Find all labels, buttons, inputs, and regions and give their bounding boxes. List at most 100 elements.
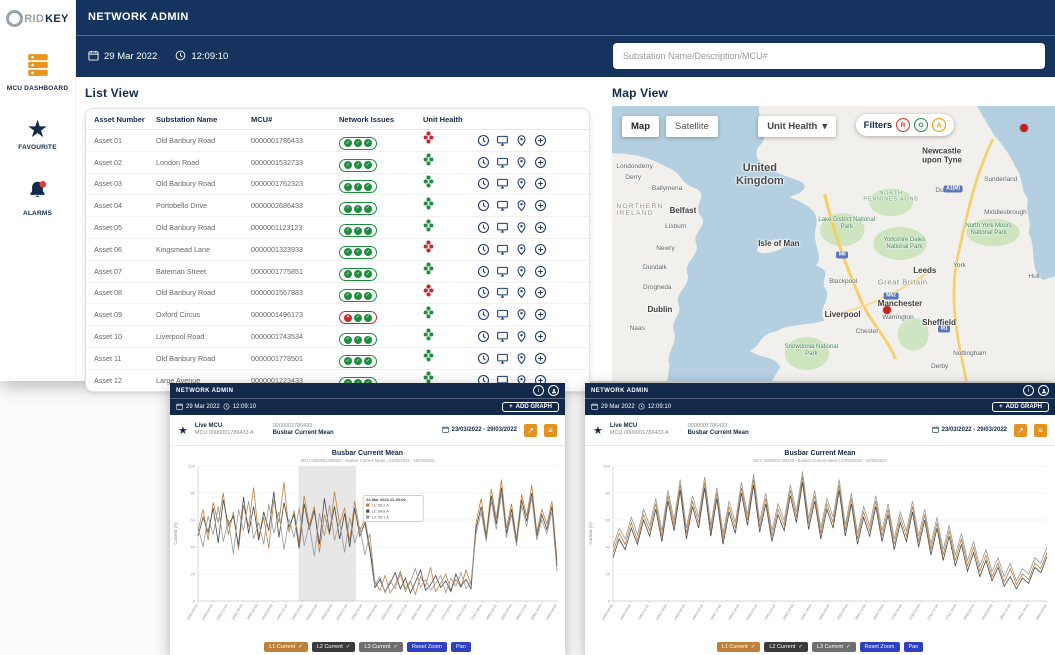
favourite-star-icon[interactable]: ★ [593, 424, 603, 437]
locate-icon[interactable] [515, 265, 528, 278]
expand-button[interactable]: ↗ [1014, 423, 1027, 437]
monitor-icon[interactable] [496, 221, 509, 234]
legend-chip[interactable]: Reset Zoom [859, 642, 900, 652]
user-icon[interactable] [548, 385, 559, 396]
sidebar-item-alarms[interactable]: ALARMS [5, 179, 71, 218]
add-icon[interactable] [534, 177, 547, 190]
network-issues-indicator[interactable]: ✓✓✓ [339, 245, 377, 259]
add-icon[interactable] [534, 352, 547, 365]
add-graph-button[interactable]: + ADD GRAPH [992, 402, 1049, 412]
network-issues-indicator[interactable]: ✓✓✓ [339, 224, 377, 238]
legend-chip[interactable]: L1 Current ✓ [264, 642, 308, 652]
table-row[interactable]: Asset 04 Portobello Drive 0000002686433 ✓ ✓ ✓ [86, 195, 589, 218]
history-icon[interactable] [477, 199, 490, 212]
monitor-icon[interactable] [496, 134, 509, 147]
sidebar-item-mcu-dashboard[interactable]: MCU DASHBOARD [5, 53, 71, 93]
history-icon[interactable] [477, 243, 490, 256]
date-range-picker[interactable]: 23/03/2022 - 29/03/2022 [931, 425, 1007, 435]
network-issues-indicator[interactable]: ✓✓✓ [339, 136, 377, 150]
chart-plot-area[interactable]: Busbar Current Mean MCU 0000001786433 - B… [585, 446, 1055, 639]
table-row[interactable]: Asset 10 Liverpool Road 0000001743534 ✓ ✓ ✓ [86, 326, 589, 348]
legend-chip[interactable]: L2 Current ✓ [764, 642, 808, 652]
add-icon[interactable] [534, 265, 547, 278]
table-row[interactable]: Asset 07 Bateman Street 0000001775851 ✓ ✓ ✓ [86, 261, 589, 283]
history-icon[interactable] [477, 330, 490, 343]
locate-icon[interactable] [515, 199, 528, 212]
network-issues-indicator[interactable]: ✕ ✓ ✓ [339, 311, 377, 325]
add-graph-button[interactable]: + ADD GRAPH [502, 402, 559, 412]
history-icon[interactable] [477, 221, 490, 234]
add-icon[interactable] [534, 308, 547, 321]
filter-g-button[interactable]: G [914, 118, 929, 132]
table-row[interactable]: Asset 02 London Road 0000001532733 ✓ ✓ ✓ [86, 152, 589, 174]
add-icon[interactable] [534, 221, 547, 234]
unit-health-dropdown[interactable]: Unit Health ▾ [758, 116, 837, 137]
favourite-star-icon[interactable]: ★ [178, 424, 188, 437]
history-icon[interactable] [477, 177, 490, 190]
add-icon[interactable] [534, 243, 547, 256]
map-marker[interactable] [882, 305, 891, 314]
legend-chip[interactable]: Pan [451, 642, 471, 652]
menu-button[interactable]: ≡ [1034, 423, 1047, 437]
search-input[interactable] [613, 43, 1045, 69]
history-icon[interactable] [477, 134, 490, 147]
legend-chip[interactable]: Reset Zoom [407, 642, 447, 652]
monitor-icon[interactable] [496, 265, 509, 278]
monitor-icon[interactable] [496, 156, 509, 169]
history-icon[interactable] [477, 286, 490, 299]
menu-button[interactable]: ≡ [544, 423, 557, 437]
legend-chip[interactable]: Pan [903, 642, 924, 652]
table-row[interactable]: Asset 11 Old Banbury Road 0000001778501 ✓ ✓ ✓ [86, 348, 589, 370]
legend-chip[interactable]: L3 Current ✓ [359, 642, 404, 652]
history-icon[interactable] [477, 265, 490, 278]
locate-icon[interactable] [515, 134, 528, 147]
add-icon[interactable] [534, 330, 547, 343]
monitor-icon[interactable] [496, 199, 509, 212]
legend-chip[interactable]: L3 Current ✓ [811, 642, 856, 652]
table-row[interactable]: Asset 05 Old Banbury Road 0000001123123 ✓ ✓ ✓ [86, 217, 589, 239]
legend-chip[interactable]: L1 Current ✓ [716, 642, 761, 652]
user-icon[interactable] [1038, 385, 1049, 396]
locate-icon[interactable] [515, 352, 528, 365]
add-icon[interactable] [534, 199, 547, 212]
map-type-button[interactable]: Map [622, 116, 659, 137]
network-issues-indicator[interactable]: ✓✓✓ [339, 202, 377, 216]
locate-icon[interactable] [515, 243, 528, 256]
satellite-type-button[interactable]: Satellite [666, 116, 718, 137]
network-issues-indicator[interactable]: ✓✓✓ [339, 354, 377, 368]
locate-icon[interactable] [515, 286, 528, 299]
monitor-icon[interactable] [496, 177, 509, 190]
network-issues-indicator[interactable]: ✓✓✓ [339, 267, 377, 281]
network-issues-indicator[interactable]: ✓✓✓ [339, 180, 377, 194]
table-row[interactable]: Asset 09 Oxford Circus 0000001496173 ✕ ✓ ✓ [86, 304, 589, 327]
locate-icon[interactable] [515, 156, 528, 169]
sidebar-item-favourite[interactable]: ★ FAVOURITE [5, 118, 71, 152]
network-issues-indicator[interactable]: ✓✓✓ [339, 289, 377, 303]
info-icon[interactable]: i [533, 385, 544, 396]
date-range-picker[interactable]: 23/03/2022 - 29/03/2022 [441, 425, 517, 435]
history-icon[interactable] [477, 156, 490, 169]
monitor-icon[interactable] [496, 243, 509, 256]
map-marker[interactable] [1019, 124, 1028, 132]
filter-r-button[interactable]: R [896, 118, 911, 132]
monitor-icon[interactable] [496, 330, 509, 343]
app-logo[interactable]: RID KEY [6, 10, 68, 27]
monitor-icon[interactable] [496, 286, 509, 299]
expand-button[interactable]: ↗ [524, 423, 537, 437]
locate-icon[interactable] [515, 177, 528, 190]
locate-icon[interactable] [515, 221, 528, 234]
legend-chip[interactable]: L2 Current ✓ [311, 642, 356, 652]
history-icon[interactable] [477, 308, 490, 321]
add-icon[interactable] [534, 134, 547, 147]
locate-icon[interactable] [515, 330, 528, 343]
table-row[interactable]: Asset 08 Old Banbury Road 0000001567883 ✓ ✓ ✓ [86, 283, 589, 305]
add-icon[interactable] [534, 286, 547, 299]
table-row[interactable]: Asset 01 Old Banbury Road 0000001786433 ✓ ✓ ✓ [86, 130, 589, 152]
network-issues-indicator[interactable]: ✓✓✓ [339, 333, 377, 347]
network-issues-indicator[interactable]: ✓✓✓ [339, 158, 377, 172]
info-icon[interactable]: i [1023, 385, 1034, 396]
monitor-icon[interactable] [496, 352, 509, 365]
